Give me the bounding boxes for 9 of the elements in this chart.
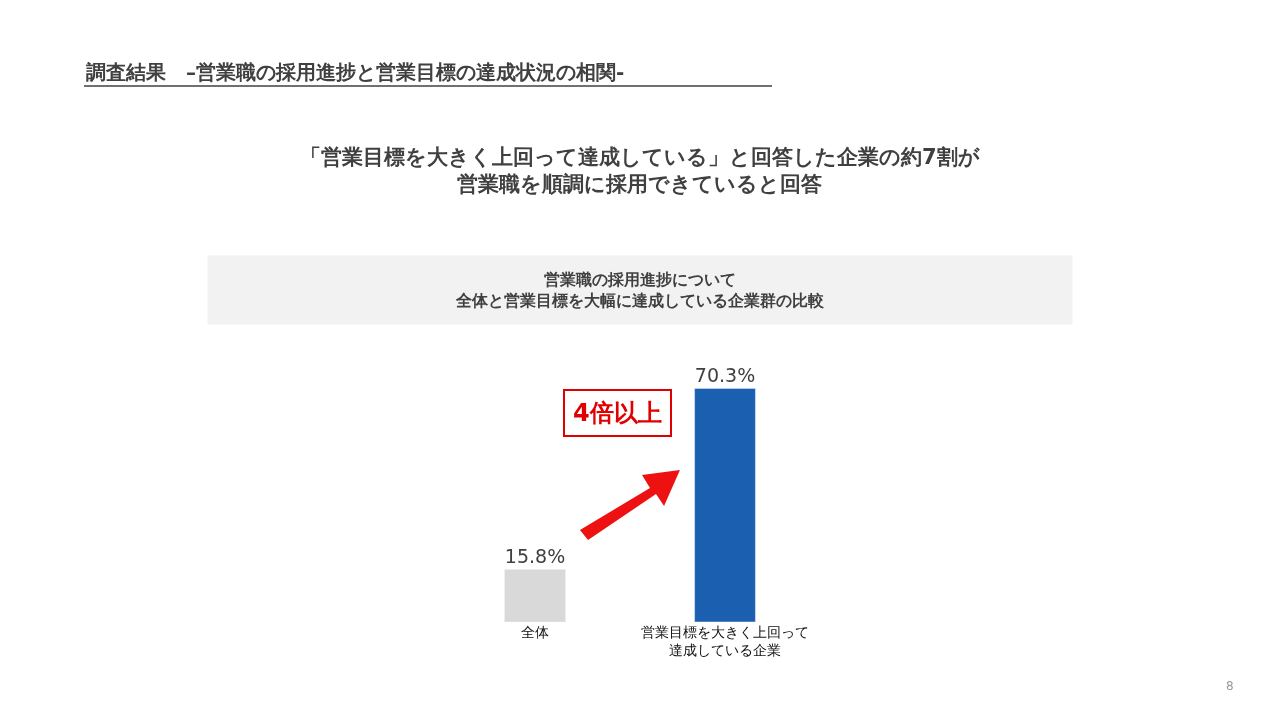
data-label: 70.3% xyxy=(694,363,756,386)
chart-title: 調査結果 –営業職の採用進捗と営業目標の達成状況の相関- xyxy=(86,60,625,84)
annotation: 4倍以上 xyxy=(573,399,662,427)
x-tick-label: 営業目標を大きく上回って達成している企業 xyxy=(641,624,809,659)
chart-subtitle: 「営業目標を大きく上回って達成している」と回答した企業の約7割が営業職を順調に採用できていると回答 xyxy=(300,145,980,197)
x-axis-title: 営業職の採用進捗について全体と営業目標を大幅に達成している企業群の比較 xyxy=(455,270,825,310)
text: 8 xyxy=(1226,679,1234,693)
data-label: 15.8% xyxy=(504,544,566,567)
x-tick-label: 全体 xyxy=(521,624,549,640)
